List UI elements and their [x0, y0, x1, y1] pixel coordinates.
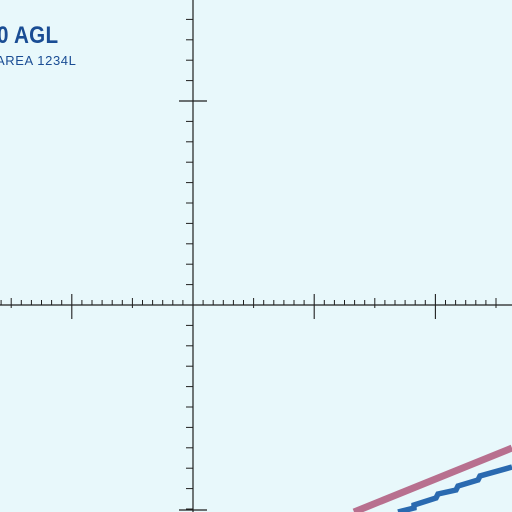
area-boundary-line	[352, 444, 512, 512]
airspace-boundary-line	[397, 464, 512, 512]
altitude-label: 0 AGL	[0, 22, 59, 49]
area-label: AREA 1234L	[0, 53, 77, 68]
